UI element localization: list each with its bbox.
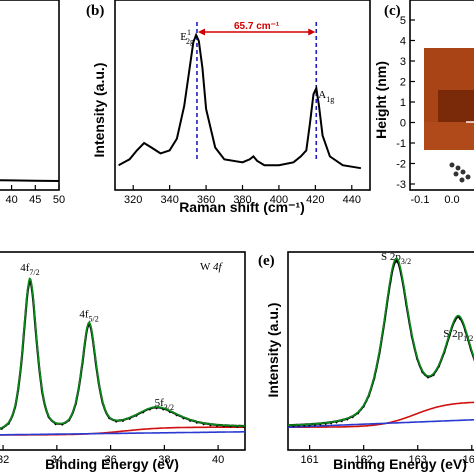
- panel-d-peak-label-0: 4f7/2: [20, 262, 39, 277]
- panel-a-x-tick-label-1: 45: [29, 194, 41, 206]
- label-main: 5f: [155, 397, 165, 409]
- panel-c-y-tick-label-3: 2: [400, 77, 406, 89]
- panel-b-separation-label: 65.7 cm⁻¹: [234, 21, 280, 32]
- panel-d-x-ticks: 32 34 36 38 40: [0, 445, 224, 466]
- panel-a-x-ticks: 40 45 50: [5, 185, 65, 206]
- panel-b-y-axis-label: Intensity (a.u.): [91, 63, 107, 158]
- panel-b-x-axis-label: Raman shift (cm⁻¹): [179, 199, 305, 215]
- panel-e-baseline-curve: [288, 418, 474, 429]
- label-sup: 1: [187, 28, 191, 37]
- panel-c-y-tick-label-7: -2: [396, 159, 406, 171]
- panel-d-envelope-curve: [0, 279, 246, 431]
- panel-e-fit-curve: [288, 257, 474, 427]
- panel-d-x-tick-label-0: 32: [0, 454, 9, 466]
- panel-c-y-axis-label: Height (nm): [373, 61, 389, 139]
- panel-b-x-tick-label-5: 420: [306, 194, 324, 206]
- panel-c-y-ticks: 5 4 3 2 1 0 -1 -2 -3: [396, 15, 415, 191]
- panel-c-molecule-icon: [449, 162, 471, 183]
- panel-e-x-tick-label-2: 163: [409, 454, 427, 466]
- panel-c-frame: [409, 0, 474, 191]
- panel-a-x-tick-label-0: 40: [5, 194, 17, 206]
- panel-c-y-tick-label-6: -1: [396, 138, 406, 150]
- panel-b: (b) 320 340 360 380 400 420 440 Raman shift (c…: [86, 0, 371, 215]
- panel-c-x-ticks: -0.1 0.0: [411, 194, 460, 206]
- panel-c-y-tick-label-2: 3: [400, 56, 406, 68]
- panel-b-x-tick-label-3: 380: [233, 194, 251, 206]
- panel-e-x-tick-label-3: 164: [463, 454, 474, 466]
- panel-c-y-tick-label-0: 5: [400, 15, 406, 27]
- panel-b-raman-spectrum: [118, 32, 362, 170]
- panel-e-x-ticks: 161 162 163 164: [300, 445, 474, 466]
- panel-a-frame: [0, 0, 60, 191]
- panel-d-peak-label-2: 5f3/2: [155, 397, 174, 412]
- panel-d: W 4f 3234363840 Binding Energy (eV) 4f7/…: [0, 251, 246, 472]
- panel-c-tag: (c): [384, 3, 401, 19]
- panel-d-x-tick-label-3: 38: [158, 454, 170, 466]
- panel-d-baseline-curve: [0, 430, 245, 436]
- panel-b-a1g-label: A1g: [318, 89, 334, 104]
- panel-b-x-tick-label-6: 440: [343, 194, 361, 206]
- panel-a: 40 45 50: [0, 0, 65, 206]
- label-sub: 5/2: [89, 315, 99, 324]
- panel-b-tag: (b): [86, 3, 104, 19]
- label-main: 4f: [20, 262, 30, 274]
- panel-b-x-tick-label-0: 320: [124, 194, 142, 206]
- label-sub: 3/2: [401, 257, 411, 266]
- label-main: S 2p: [443, 328, 463, 340]
- panel-b-separation-arrow: 65.7 cm⁻¹: [197, 21, 316, 36]
- label-sub: 3/2: [164, 403, 174, 412]
- panel-b-x-ticks: 320 340 360 380 400 420 440: [124, 185, 361, 206]
- panel-b-e2g-label: E1 2g: [180, 28, 194, 46]
- panel-c-x-tick-label-0: -0.1: [411, 194, 430, 206]
- panel-d-x-tick-label-1: 34: [51, 454, 63, 466]
- label-sub: 1g: [326, 95, 334, 104]
- panel-c-y-tick-label-4: 1: [400, 97, 406, 109]
- panel-d-element-text: W: [200, 261, 213, 273]
- panel-a-series-line: [0, 179, 60, 182]
- label-main: A: [318, 89, 326, 101]
- panel-c-y-tick-label-8: -3: [396, 179, 406, 191]
- label-sub: 7/2: [29, 268, 39, 277]
- label-main: 4f: [79, 309, 89, 321]
- panel-c-y-tick-label-1: 4: [400, 36, 406, 48]
- panel-b-x-tick-label-2: 360: [197, 194, 215, 206]
- panel-d-peak-label-1: 4f5/2: [79, 309, 98, 324]
- panel-e-x-tick-label-1: 162: [354, 454, 372, 466]
- panel-b-arrow-head-left: [197, 28, 205, 36]
- panel-c-afm-flake: [438, 90, 474, 122]
- panel-d-x-tick-label-2: 36: [104, 454, 116, 466]
- panel-b-x-tick-label-1: 340: [160, 194, 178, 206]
- panel-c-y-tick-label-5: 0: [400, 118, 406, 130]
- panel-c: (c) Height (nm) 5 4 3 2 1 0 -1 -2 -3 -0.1 0.0: [373, 0, 474, 206]
- panel-d-element-orbital: 4f: [213, 261, 224, 273]
- panel-e-x-tick-label-0: 161: [300, 454, 318, 466]
- panel-d-frame: [0, 251, 246, 451]
- panel-c-x-tick-label-1: 0.0: [444, 194, 459, 206]
- panel-d-element-label: W 4f: [200, 261, 223, 273]
- panel-e-y-axis-label: Intensity (a.u.): [265, 303, 281, 398]
- panel-e: (e) Intensity (a.u.) 161 162 163 164 Bindin…: [258, 251, 474, 472]
- panel-d-fit-curve: [0, 277, 245, 430]
- panel-e-frame: [287, 251, 474, 451]
- panel-e-x-axis-label: Binding Energy (eV): [333, 456, 467, 472]
- panel-b-x-tick-label-4: 400: [270, 194, 288, 206]
- panel-a-x-tick-label-2: 50: [53, 194, 65, 206]
- panel-d-x-axis-label: Binding Energy (eV): [45, 456, 179, 472]
- panel-e-tag: (e): [258, 253, 275, 269]
- panel-b-arrow-head-right: [308, 28, 316, 36]
- label-sub: 2g: [186, 37, 194, 46]
- label-main: E: [180, 31, 187, 43]
- panel-d-x-tick-label-4: 40: [212, 454, 224, 466]
